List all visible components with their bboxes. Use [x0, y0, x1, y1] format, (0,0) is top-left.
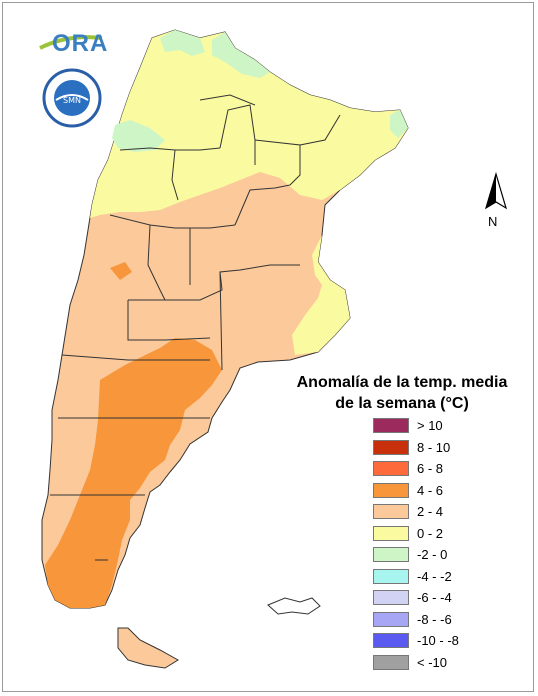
ora-logo: ORA [52, 30, 109, 57]
north-arrow-icon [484, 172, 508, 210]
legend-swatch [373, 461, 409, 476]
legend-swatch [373, 525, 409, 541]
legend-swatch [373, 654, 409, 670]
legend-swatch [373, 611, 409, 627]
north-label: N [488, 214, 498, 229]
legend-swatch [373, 568, 409, 584]
zone-m2-0-northeast [390, 110, 408, 138]
legend-title-line2: de la semana (°C) [335, 395, 469, 412]
zone-m2-0-northwest [160, 30, 205, 56]
zone-0-2-north [90, 30, 408, 218]
legend-label: -6 - -4 [417, 590, 452, 605]
legend-title: Anomalía de la temp. media de la semana … [282, 372, 522, 414]
legend-label: 8 - 10 [417, 439, 451, 455]
legend-label: 6 - 8 [417, 461, 444, 476]
legend-label: -4 - -2 [417, 568, 452, 584]
zone-m2-0-west [112, 120, 165, 152]
legend-label: -2 - 0 [417, 547, 448, 562]
legend-swatch [373, 482, 409, 498]
legend-label: > 10 [417, 418, 443, 433]
legend-swatch [373, 590, 409, 605]
ora-logo-swoosh [39, 35, 103, 50]
legend-label: -10 - -8 [417, 633, 459, 648]
province-borders [50, 94, 341, 561]
zone-0-2-east [292, 235, 350, 355]
zone-m2-0-north [212, 32, 270, 78]
legend-label: -8 - -6 [417, 611, 452, 627]
legend-label: < -10 [417, 654, 447, 670]
legend-swatch [373, 439, 409, 455]
legend-swatch [373, 418, 409, 433]
tierra-del-fuego [117, 627, 179, 669]
legend-swatch [373, 504, 409, 519]
legend-swatch [373, 633, 409, 648]
legend-title-line1: Anomalía de la temp. media [296, 374, 508, 391]
svg-text:SMN: SMN [63, 96, 81, 105]
legend-label: 0 - 2 [417, 525, 444, 541]
legend-label: 4 - 6 [417, 482, 444, 498]
malvinas-islands [267, 597, 321, 615]
weather-service-seal: SMN [42, 68, 102, 128]
zone-4-6-patagonia [45, 338, 222, 608]
legend-swatch [373, 547, 409, 562]
legend-label: 2 - 4 [417, 504, 444, 519]
zone-4-6-blob [110, 262, 132, 280]
